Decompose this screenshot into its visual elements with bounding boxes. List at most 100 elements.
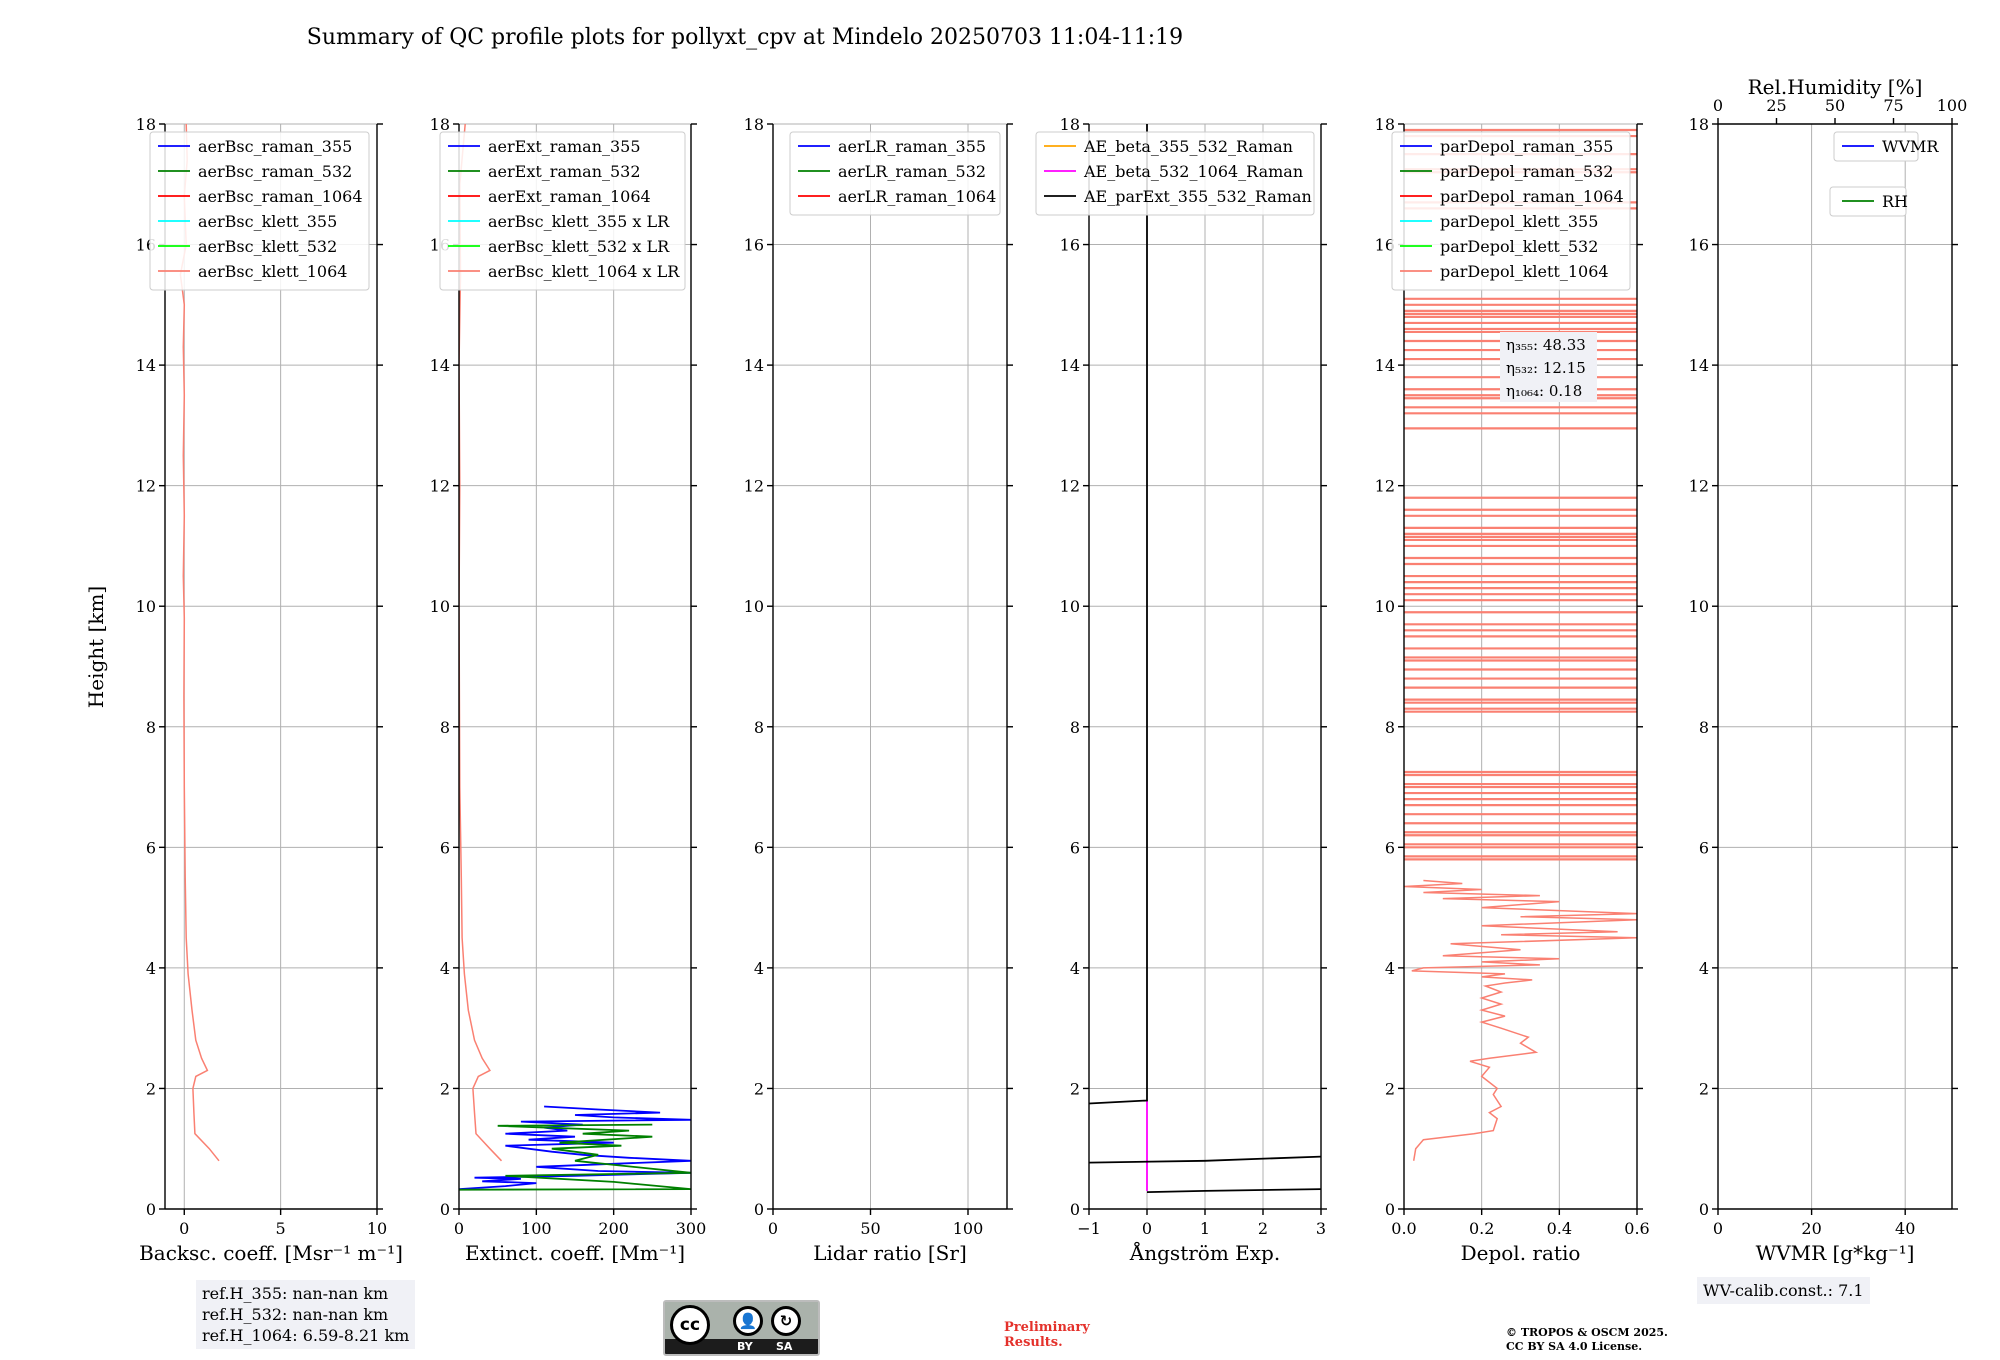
y-tick-label: 10 bbox=[1689, 597, 1709, 616]
series-pardepol-klett-1064 bbox=[1404, 879, 1637, 1161]
y-tick-label: 16 bbox=[1375, 236, 1395, 255]
figure-title: Summary of QC profile plots for pollyxt_… bbox=[307, 25, 1183, 50]
eta-value: η₅₃₂: 12.15 bbox=[1506, 359, 1586, 377]
legend-label: parDepol_klett_355 bbox=[1440, 212, 1598, 231]
y-tick-label: 2 bbox=[1385, 1079, 1395, 1098]
legend-label: aerBsc_klett_1064 bbox=[198, 262, 347, 281]
top-x-tick-label: 25 bbox=[1766, 96, 1786, 115]
data-layer bbox=[1089, 124, 1321, 1193]
legend-box bbox=[1035, 131, 1315, 216]
legend-label: AE_parExt_355_532_Raman bbox=[1083, 187, 1312, 206]
y-tick-label: 2 bbox=[146, 1079, 156, 1098]
x-tick-label: 5 bbox=[276, 1219, 286, 1238]
x-tick-label: 0 bbox=[1142, 1219, 1152, 1238]
legend-label: aerLR_raman_1064 bbox=[838, 187, 996, 206]
cc-icon: cc bbox=[670, 1305, 710, 1345]
y-tick-label: 14 bbox=[136, 356, 156, 375]
legend-label: aerBsc_raman_532 bbox=[198, 162, 352, 181]
x-tick-label: 40 bbox=[1895, 1219, 1915, 1238]
wv-calib-const: WV-calib.const.: 7.1 bbox=[1703, 1281, 1864, 1300]
legend-label: parDepol_raman_1064 bbox=[1440, 187, 1624, 206]
y-tick-label: 10 bbox=[136, 597, 156, 616]
y-tick-label: 6 bbox=[1699, 838, 1709, 857]
y-tick-label: 18 bbox=[1060, 115, 1080, 134]
legend-label: parDepol_klett_532 bbox=[1440, 237, 1598, 256]
x-tick-label: 0 bbox=[1713, 1219, 1723, 1238]
x-tick-label: 0.0 bbox=[1391, 1219, 1416, 1238]
x-tick-label: 20 bbox=[1801, 1219, 1821, 1238]
y-tick-label: 2 bbox=[440, 1079, 450, 1098]
series-aerext-raman-355 bbox=[459, 1105, 691, 1190]
eta-value: η₃₅₅: 48.33 bbox=[1506, 336, 1586, 354]
x-tick-label: 0 bbox=[179, 1219, 189, 1238]
legend-box bbox=[1833, 131, 1919, 162]
x-axis-label: Backsc. coeff. [Msr⁻¹ m⁻¹] bbox=[139, 1241, 403, 1265]
y-tick-label: 2 bbox=[754, 1079, 764, 1098]
y-tick-label: 12 bbox=[1060, 477, 1080, 496]
y-tick-label: 2 bbox=[1699, 1079, 1709, 1098]
panels: 0 2 4 6 8 10 12 14 16 18 0 5 10 Backsc. coeff. [Msr⁻¹… bbox=[136, 75, 1968, 1265]
y-tick-label: 4 bbox=[1385, 959, 1395, 978]
y-tick-label: 6 bbox=[754, 838, 764, 857]
legend-label: parDepol_raman_532 bbox=[1440, 162, 1613, 181]
y-tick-label: 14 bbox=[1375, 356, 1395, 375]
y-tick-label: 10 bbox=[430, 597, 450, 616]
y-tick-label: 12 bbox=[430, 477, 450, 496]
y-tick-label: 10 bbox=[1060, 597, 1080, 616]
preliminary-results-note: Preliminary Results. bbox=[1004, 1320, 1090, 1350]
x-axis-label: Depol. ratio bbox=[1461, 1241, 1581, 1265]
x-tick-label: 200 bbox=[598, 1219, 629, 1238]
wv-calib-box: WV-calib.const.: 7.1 bbox=[1697, 1277, 1870, 1304]
x-tick-label: −1 bbox=[1077, 1219, 1101, 1238]
y-tick-label: 18 bbox=[136, 115, 156, 134]
y-tick-label: 12 bbox=[136, 477, 156, 496]
legend-label: aerBsc_klett_532 x LR bbox=[488, 237, 670, 256]
legend-box bbox=[789, 131, 1001, 216]
legend: aerBsc_raman_355 aerBsc_raman_532 aerBsc_r… bbox=[149, 131, 370, 291]
x-axis-label: Ångström Exp. bbox=[1129, 1240, 1280, 1265]
series-ae-parext-355-532-raman-lower-a- bbox=[1089, 1155, 1321, 1164]
x-tick-label: 3 bbox=[1316, 1219, 1326, 1238]
legend-label: aerBsc_klett_355 x LR bbox=[488, 212, 670, 231]
y-tick-label: 8 bbox=[754, 718, 764, 737]
y-tick-label: 4 bbox=[754, 959, 764, 978]
y-tick-label: 2 bbox=[1070, 1079, 1080, 1098]
legend-label: aerLR_raman_532 bbox=[838, 162, 986, 181]
ref-height-1064: ref.H_1064: 6.59-8.21 km bbox=[202, 1326, 410, 1345]
y-tick-label: 6 bbox=[146, 838, 156, 857]
legend-label: WVMR bbox=[1882, 137, 1939, 156]
copyright-note: © TROPOS & OSCM 2025. CC BY SA 4.0 Licen… bbox=[1506, 1326, 1668, 1354]
preliminary-line2: Results. bbox=[1004, 1335, 1063, 1350]
legend: parDepol_raman_355 parDepol_raman_532 parD… bbox=[1391, 131, 1631, 291]
cc-sa-label: SA bbox=[776, 1340, 793, 1353]
y-tick-label: 4 bbox=[146, 959, 156, 978]
ref-height-355: ref.H_355: nan-nan km bbox=[202, 1284, 389, 1303]
series-ae-parext-355-532-raman bbox=[1089, 124, 1148, 1105]
y-tick-label: 12 bbox=[1375, 477, 1395, 496]
legend-label: aerExt_raman_1064 bbox=[488, 187, 651, 206]
legend-label: parDepol_raman_355 bbox=[1440, 137, 1613, 156]
x-tick-label: 50 bbox=[860, 1219, 880, 1238]
y-tick-label: 6 bbox=[1385, 838, 1395, 857]
legend-box bbox=[1391, 131, 1631, 291]
y-tick-label: 0 bbox=[754, 1200, 764, 1219]
top-x-tick-label: 0 bbox=[1713, 96, 1723, 115]
y-tick-label: 0 bbox=[440, 1200, 450, 1219]
legend-label: parDepol_klett_1064 bbox=[1440, 262, 1609, 281]
series-ae-parext-355-532-raman-lower-b- bbox=[1146, 1188, 1321, 1193]
by-person-icon: 👤 bbox=[733, 1306, 763, 1336]
y-tick-label: 10 bbox=[1375, 597, 1395, 616]
y-tick-label: 4 bbox=[1070, 959, 1080, 978]
eta-annotation: η₃₅₅: 48.33 η₅₃₂: 12.15 η₁₀₆₄: 0.18 bbox=[1500, 332, 1597, 402]
y-tick-label: 0 bbox=[146, 1200, 156, 1219]
legend-label: RH bbox=[1882, 192, 1908, 211]
legend-label: aerBsc_raman_1064 bbox=[198, 187, 363, 206]
x-tick-label: 0.6 bbox=[1624, 1219, 1649, 1238]
y-tick-label: 0 bbox=[1070, 1200, 1080, 1219]
y-tick-label: 16 bbox=[1060, 236, 1080, 255]
legend-box bbox=[439, 131, 686, 291]
legend-label: AE_beta_355_532_Raman bbox=[1083, 137, 1293, 156]
